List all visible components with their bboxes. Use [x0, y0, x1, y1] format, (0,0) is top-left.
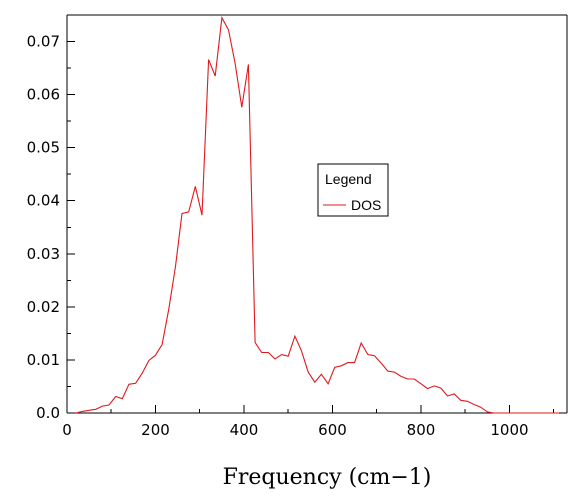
- y-tick-label: 0.0: [36, 404, 60, 422]
- x-tick-label: 200: [141, 421, 170, 439]
- series-layer: [75, 15, 559, 414]
- legend-box: [317, 163, 389, 217]
- x-tick-label: 400: [230, 421, 259, 439]
- legend: Legend DOS: [317, 163, 389, 217]
- y-axis-ticks: 0.0 0.01 0.02 0.03 0.04 0.05 0.06 0.07: [27, 14, 75, 422]
- y-tick-label: 0.01: [27, 351, 60, 369]
- y-tick-label: 0.06: [27, 86, 60, 104]
- plot-frame: [66, 14, 568, 414]
- x-tick-label: 1000: [490, 421, 528, 439]
- y-tick-label: 0.05: [27, 139, 60, 157]
- legend-label-dos: DOS: [351, 197, 381, 213]
- y-tick-label: 0.07: [27, 33, 60, 51]
- y-tick-label: 0.02: [27, 298, 60, 316]
- y-tick-label: 0.04: [27, 192, 60, 210]
- x-axis-ticks: 0 200 400 600 800 1000: [62, 405, 555, 439]
- x-tick-label: 600: [318, 421, 347, 439]
- x-axis-title: Frequency (cm−1): [223, 465, 432, 490]
- x-tick-label: 0: [62, 421, 72, 439]
- series-line-dos: [75, 15, 559, 414]
- legend-title: Legend: [325, 171, 372, 187]
- y-tick-label: 0.03: [27, 245, 60, 263]
- x-tick-label: 800: [407, 421, 436, 439]
